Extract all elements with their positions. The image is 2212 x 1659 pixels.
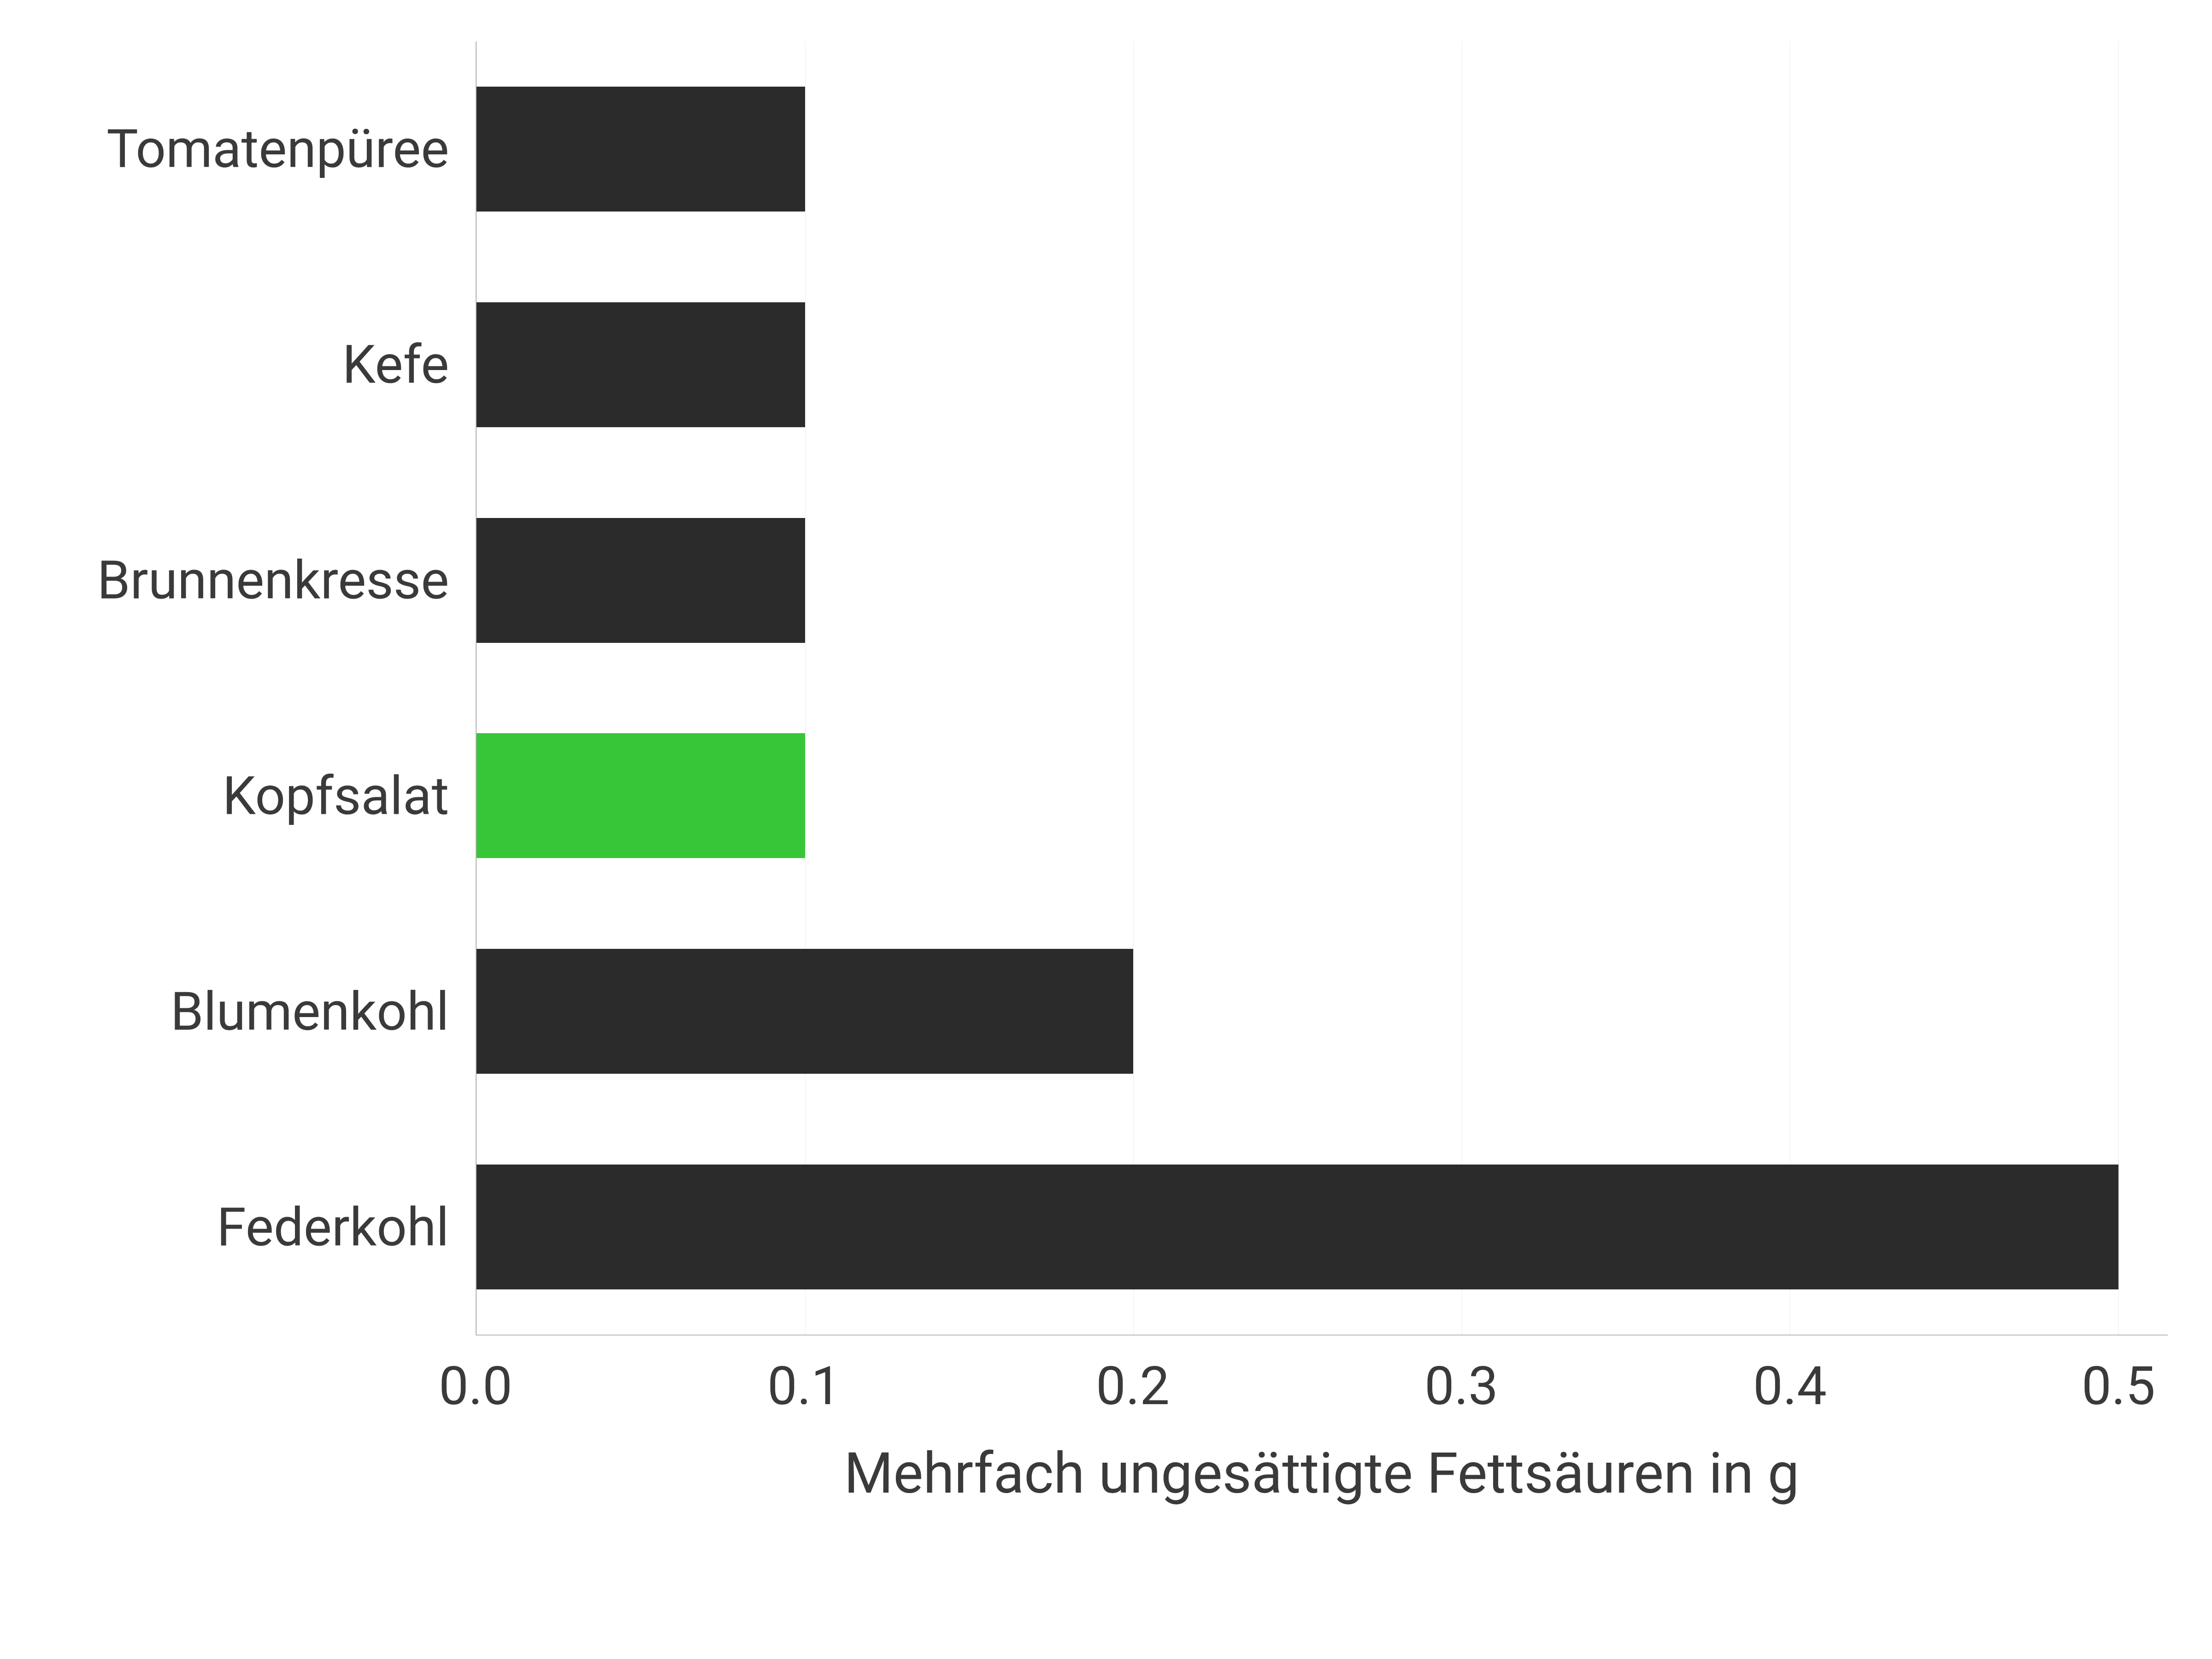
x-axis-tick-label: 0.2: [1096, 1355, 1170, 1418]
y-axis-label: Brunnenkresse: [97, 550, 449, 612]
bar: [477, 1165, 2118, 1289]
chart-container: Tomatenpüree Kefe Brunnenkresse Kopfsalat Bl…: [0, 0, 2212, 1659]
x-axis-tick-label: 0.1: [767, 1355, 841, 1418]
x-axis-tick-label: 0.0: [439, 1355, 512, 1418]
x-axis-tick-label: 0.4: [1753, 1355, 1827, 1418]
y-axis-label: Tomatenpüree: [106, 118, 449, 181]
y-axis-label: Kopfsalat: [223, 765, 449, 828]
x-axis-tick-label: 0.3: [1424, 1355, 1498, 1418]
x-axis-title: Mehrfach ungesättigte Fettsäuren in g: [844, 1440, 1800, 1506]
bar: [477, 302, 805, 427]
bar: [477, 949, 1133, 1074]
bar: [477, 733, 805, 858]
bar: [477, 87, 805, 212]
bar: [477, 518, 805, 643]
gridline: [805, 41, 806, 1335]
x-axis-tick-label: 0.5: [2082, 1355, 2155, 1418]
y-axis-label: Kefe: [342, 334, 449, 396]
gridline: [2118, 41, 2119, 1335]
y-axis-label: Blumenkohl: [171, 981, 449, 1043]
plot-area: [476, 41, 2168, 1335]
gridline: [1133, 41, 1134, 1335]
y-axis-label: Federkohl: [217, 1197, 449, 1259]
